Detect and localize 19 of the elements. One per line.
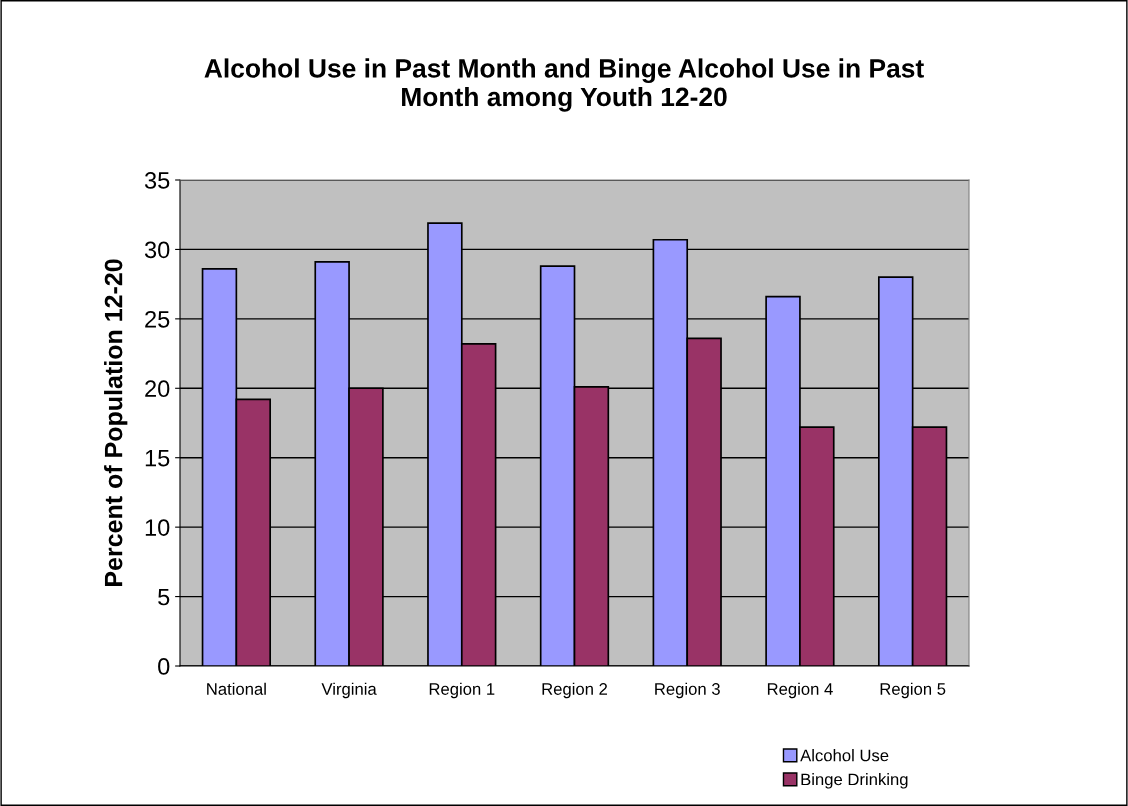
x-tick-label: Region 1: [429, 682, 495, 699]
y-tick-label: 10: [145, 519, 170, 536]
x-tick-label: Region 3: [655, 682, 720, 699]
x-tick-label: Virginia: [321, 682, 377, 699]
y-tick-label: 20: [145, 380, 170, 398]
x-tick-label: National: [207, 682, 266, 695]
legend-label: Alcohol Use: [800, 749, 889, 762]
y-axis-title: Percent of Population 12-20: [104, 259, 128, 586]
y-tick-label: 35: [144, 172, 170, 189]
y-tick-label: 0: [158, 658, 170, 675]
x-tick-label: Region 2: [542, 682, 608, 699]
chart-title: Alcohol Use in Past Month and Binge Alcohol Use in Past Month among Youth 12-20: [204, 58, 924, 112]
y-tick-label: 30: [144, 241, 170, 259]
y-tick-label: 15: [145, 450, 170, 467]
legend-label: Binge Drinking: [801, 773, 908, 789]
y-tick-label: 5: [158, 588, 170, 606]
x-tick-label: Region 4: [767, 682, 833, 699]
y-tick-label: 25: [145, 310, 170, 328]
x-tick-label: Region 5: [880, 682, 946, 699]
